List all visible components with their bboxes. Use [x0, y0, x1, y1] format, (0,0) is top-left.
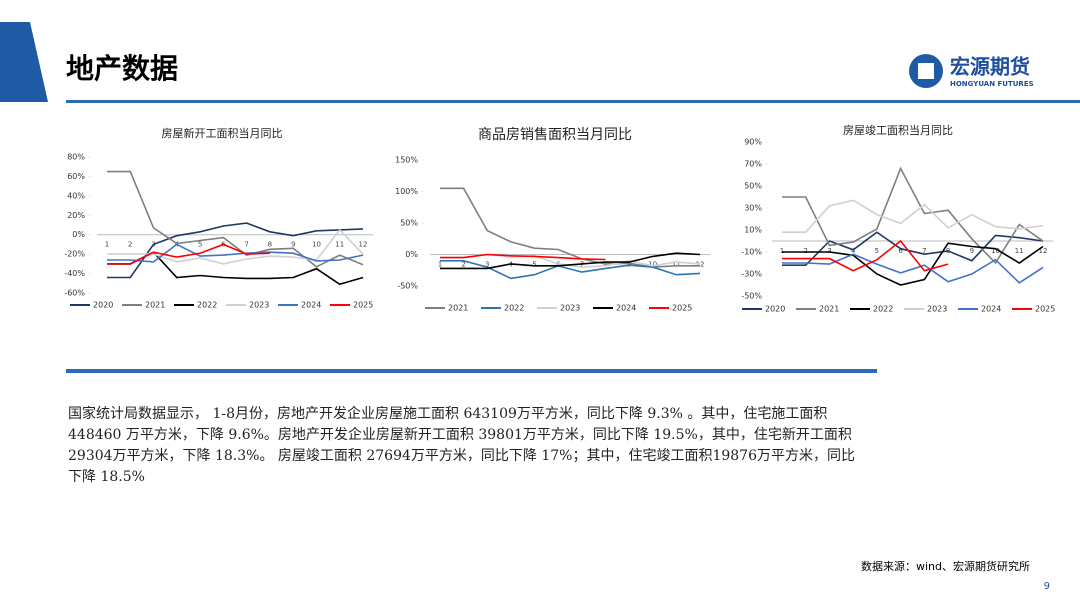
legend-label: 2021: [819, 305, 839, 314]
series-line: [440, 260, 701, 280]
legend-label: 2024: [616, 304, 636, 313]
x-tick-label: 8: [268, 241, 272, 249]
y-tick-label: 50%: [400, 219, 418, 228]
legend-label: 2025: [353, 301, 373, 310]
x-tick-label: 7: [244, 241, 248, 249]
x-tick-label: 4: [851, 247, 856, 255]
series-line: [782, 242, 1044, 286]
x-tick-label: 2: [803, 247, 807, 255]
x-tick-label: 11: [1015, 247, 1024, 255]
y-tick-label: 30%: [744, 204, 762, 213]
x-tick-label: 11: [672, 261, 681, 269]
y-tick-label: 60%: [67, 172, 85, 181]
x-tick-label: 2: [128, 241, 132, 249]
series-line: [107, 170, 364, 268]
x-tick-label: 12: [1039, 247, 1048, 255]
page-title: 地产数据: [66, 52, 178, 85]
y-tick-label: -40%: [64, 269, 85, 278]
series-line: [440, 253, 606, 261]
x-tick-label: 11: [335, 241, 344, 249]
x-tick-label: 5: [875, 247, 879, 255]
x-tick-label: 9: [970, 247, 974, 255]
legend-label: 2022: [504, 304, 524, 313]
legend-label: 2022: [873, 305, 893, 314]
series-line: [107, 243, 364, 263]
x-tick-label: 5: [198, 241, 202, 249]
logo-text: 宏源期货: [950, 55, 1030, 79]
source: 数据来源：wind、宏源期货研究所: [860, 560, 1030, 573]
legend-label: 2021: [145, 301, 165, 310]
y-tick-label: 150%: [395, 156, 418, 165]
x-tick-label: 6: [898, 247, 903, 255]
x-tick-label: 2: [461, 261, 465, 269]
y-tick-label: -10%: [741, 248, 762, 257]
legend-label: 2025: [1035, 305, 1055, 314]
y-tick-label: 50%: [744, 182, 762, 191]
chart-title: 房屋新开工面积当月同比: [162, 126, 283, 140]
legend-label: 2024: [981, 305, 1001, 314]
series-line: [782, 239, 949, 272]
body-text: 国家统计局数据显示， 1-8月份，房地产开发企业房屋施工面积 643109万平方…: [68, 406, 855, 485]
legend-label: 2023: [927, 305, 947, 314]
legend-label: 2023: [560, 304, 580, 313]
y-tick-label: 70%: [744, 160, 762, 169]
x-tick-label: 5: [532, 261, 536, 269]
x-tick-label: 10: [312, 241, 321, 249]
legend-label: 2020: [93, 301, 113, 310]
legend-label: 2023: [249, 301, 269, 310]
y-tick-label: -50%: [741, 292, 762, 301]
divider: [66, 369, 877, 373]
series-line: [107, 243, 270, 265]
y-tick-label: 40%: [67, 191, 85, 200]
x-tick-label: 12: [359, 241, 368, 249]
series-line: [782, 253, 1044, 284]
x-tick-label: 10: [991, 247, 1000, 255]
y-tick-label: -30%: [741, 270, 762, 279]
series-line: [440, 252, 701, 270]
x-tick-label: 7: [922, 247, 926, 255]
legend-label: 2022: [197, 301, 217, 310]
x-tick-label: 3: [485, 261, 489, 269]
y-tick-label: 20%: [67, 211, 85, 220]
legend-label: 2025: [672, 304, 692, 313]
charts: 房屋新开工面积当月同比-60%-40%-20%0%20%40%60%80%1 2 3…: [64, 123, 1055, 314]
header-accent: [0, 22, 48, 102]
x-tick-label: 1: [780, 247, 784, 255]
logo-inner: [918, 63, 934, 79]
y-tick-label: 80%: [67, 153, 85, 162]
x-tick-label: 12: [696, 261, 705, 269]
y-tick-label: -60%: [64, 289, 85, 298]
legend-label: 2021: [448, 304, 468, 313]
x-tick-label: 10: [648, 261, 657, 269]
y-tick-label: 90%: [744, 138, 762, 147]
y-tick-label: 100%: [395, 187, 418, 196]
x-tick-label: 1: [438, 261, 442, 269]
y-tick-label: -20%: [64, 250, 85, 259]
x-tick-label: 3: [827, 247, 831, 255]
y-tick-label: 10%: [744, 226, 762, 235]
series-line: [782, 231, 1044, 266]
legend-label: 2020: [765, 305, 785, 314]
series-line: [107, 222, 364, 279]
y-tick-label: -50%: [397, 282, 418, 291]
chart-title: 房屋竣工面积当月同比: [843, 123, 953, 137]
x-tick-label: 1: [105, 241, 109, 249]
series-line: [782, 199, 1044, 233]
series-line: [440, 187, 700, 268]
page-number: 9: [1043, 581, 1050, 592]
chart-title: 商品房销售面积当月同比: [478, 127, 632, 143]
y-tick-label: 0%: [72, 230, 85, 239]
x-tick-label: 9: [291, 241, 295, 249]
y-tick-label: 0%: [405, 250, 418, 259]
series-line: [782, 166, 1044, 265]
header-rule: [66, 100, 1080, 103]
logo-subtext: HONGYUAN FUTURES: [950, 80, 1034, 88]
legend-label: 2024: [301, 301, 321, 310]
